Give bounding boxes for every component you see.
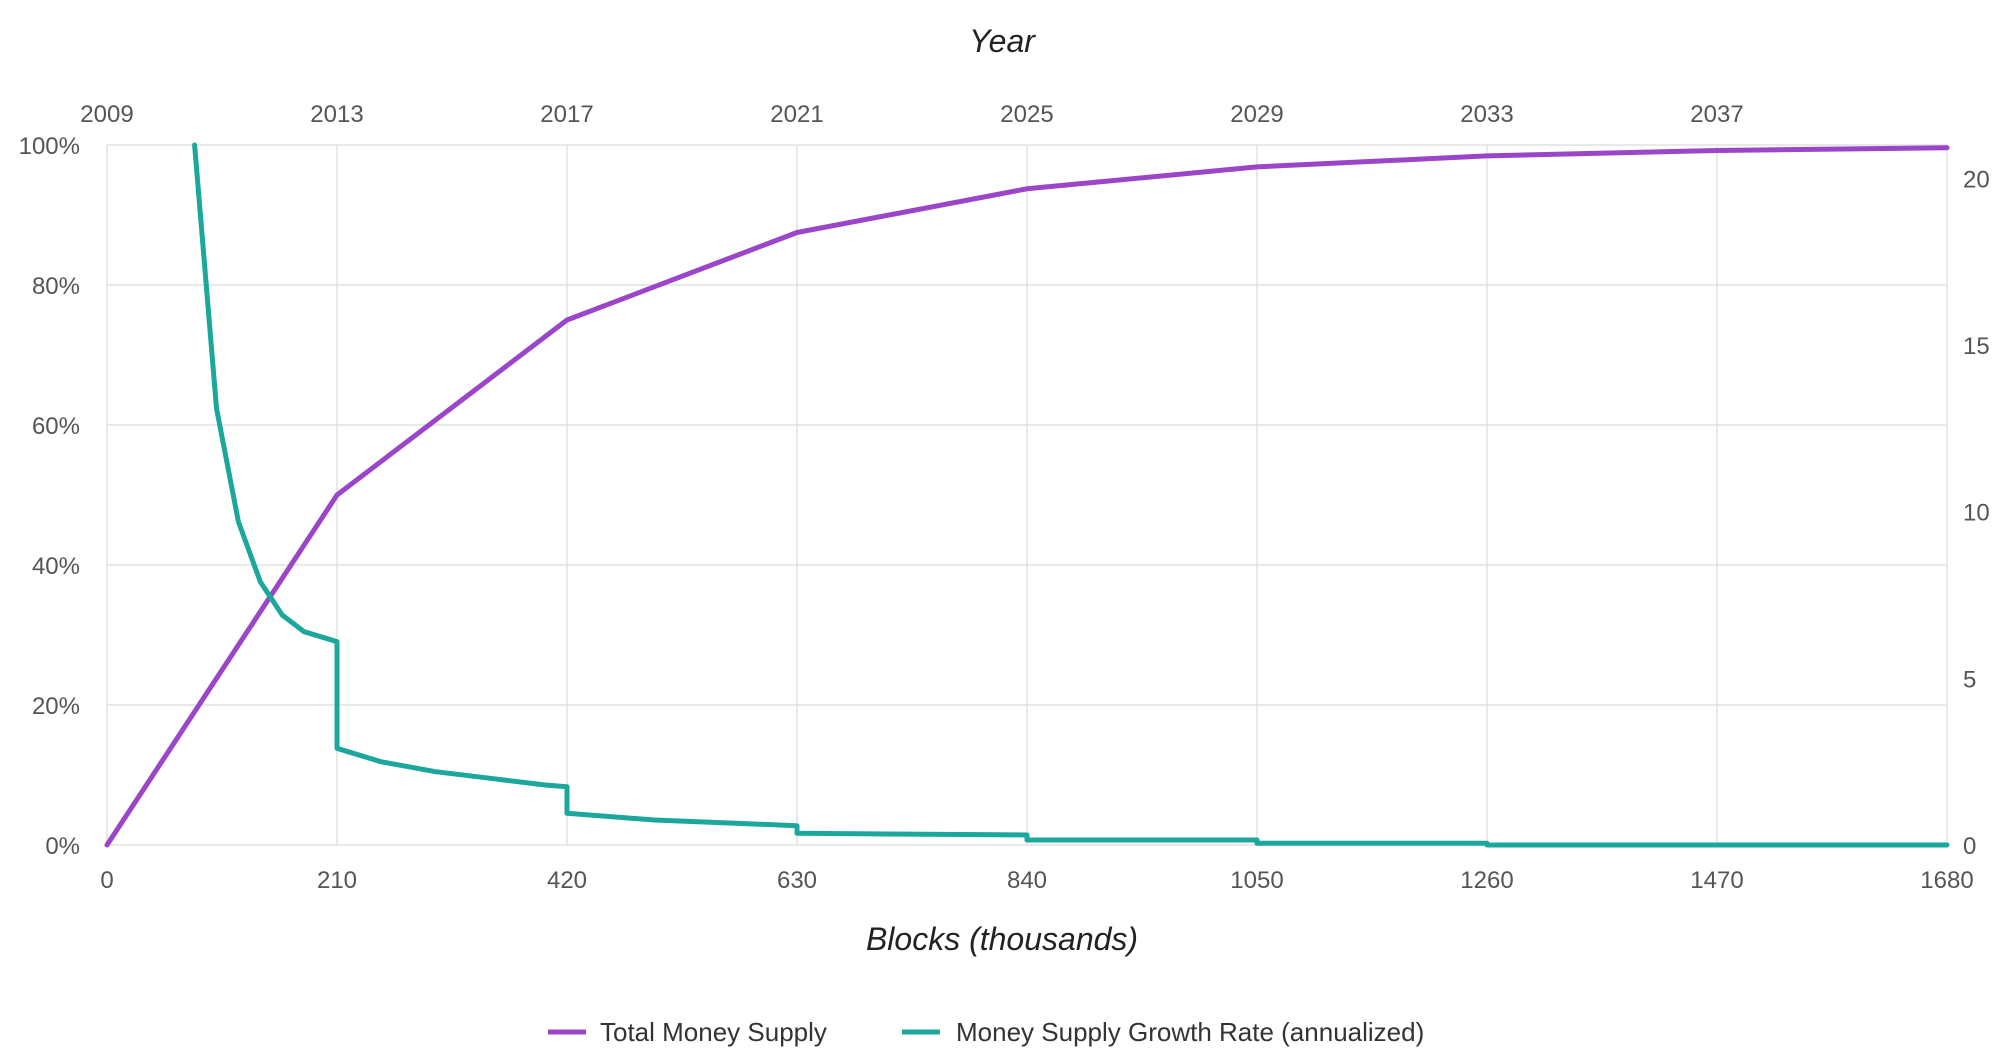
year-tick-label: 2009 [80,101,133,128]
y-left-tick-label: 80% [32,273,80,300]
year-tick-label: 2033 [1460,101,1513,128]
series-layer [104,142,1950,848]
series-line-total-money-supply [104,145,1950,848]
year-tick-label: 2021 [770,101,823,128]
series-line-growth-rate [192,142,1950,848]
y-left-tick-label: 20% [32,693,80,720]
year-tick-label: 2013 [310,101,363,128]
x-axis-title: Blocks (thousands) [866,921,1138,957]
y-left-tick-label: 40% [32,553,80,580]
year-tick-label: 2029 [1230,101,1283,128]
y-right-tick-label: 5 [1963,666,1976,693]
y-right-tick-label: 0 [1963,833,1976,860]
x-tick-label: 1470 [1690,867,1743,894]
year-tick-label: 2037 [1690,101,1743,128]
legend-label-total-money-supply: Total Money Supply [600,1017,827,1047]
x-tick-label: 1680 [1920,867,1973,894]
x-tick-label: 210 [317,867,357,894]
x-tick-label: 0 [100,867,113,894]
y-left-tick-label: 100% [19,133,80,160]
legend: Total Money Supply Money Supply Growth R… [548,1017,1424,1047]
x-tick-label: 1050 [1230,867,1283,894]
x-tick-label: 630 [777,867,817,894]
y-left-tick-label: 60% [32,413,80,440]
y-right-tick-label: 15 [1963,333,1990,360]
year-tick-label: 2025 [1000,101,1053,128]
grid-layer [106,144,1948,846]
x-tick-label: 420 [547,867,587,894]
y-right-tick-label: 20 [1963,166,1990,193]
year-tick-label: 2017 [540,101,593,128]
x-tick-label: 840 [1007,867,1047,894]
x-tick-label: 1260 [1460,867,1513,894]
top-axis-title: Year [969,23,1036,59]
y-left-tick-label: 0% [45,833,80,860]
legend-label-growth-rate: Money Supply Growth Rate (annualized) [956,1017,1424,1047]
y-right-tick-label: 10 [1963,500,1990,527]
